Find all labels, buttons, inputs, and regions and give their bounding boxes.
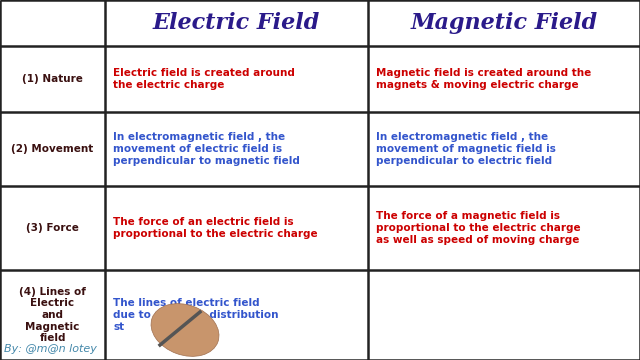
- Text: (2) Movement: (2) Movement: [12, 144, 93, 154]
- Text: By: @m@n lotey: By: @m@n lotey: [4, 344, 97, 354]
- Text: Magnetic field is created around the
magnets & moving electric charge: Magnetic field is created around the mag…: [376, 68, 591, 90]
- Text: (4) Lines of
Electric
and
Magnetic
field: (4) Lines of Electric and Magnetic field: [19, 287, 86, 343]
- Text: In electromagnetic field , the
movement of magnetic field is
perpendicular to el: In electromagnetic field , the movement …: [376, 132, 556, 166]
- Text: (1) Nature: (1) Nature: [22, 74, 83, 84]
- Text: (3) Force: (3) Force: [26, 223, 79, 233]
- Text: Electric field is created around
the electric charge: Electric field is created around the ele…: [113, 68, 295, 90]
- Text: In electromagnetic field , the
movement of electric field is
perpendicular to ma: In electromagnetic field , the movement …: [113, 132, 300, 166]
- Text: Magnetic Field: Magnetic Field: [410, 12, 598, 34]
- Ellipse shape: [151, 303, 219, 356]
- Text: The lines of electric field
due to a charge distribution
st: The lines of electric field due to a cha…: [113, 298, 278, 332]
- Text: The force of a magnetic field is
proportional to the electric charge
as well as : The force of a magnetic field is proport…: [376, 211, 580, 244]
- Text: Electric Field: Electric Field: [153, 12, 320, 34]
- Text: The force of an electric field is
proportional to the electric charge: The force of an electric field is propor…: [113, 217, 317, 239]
